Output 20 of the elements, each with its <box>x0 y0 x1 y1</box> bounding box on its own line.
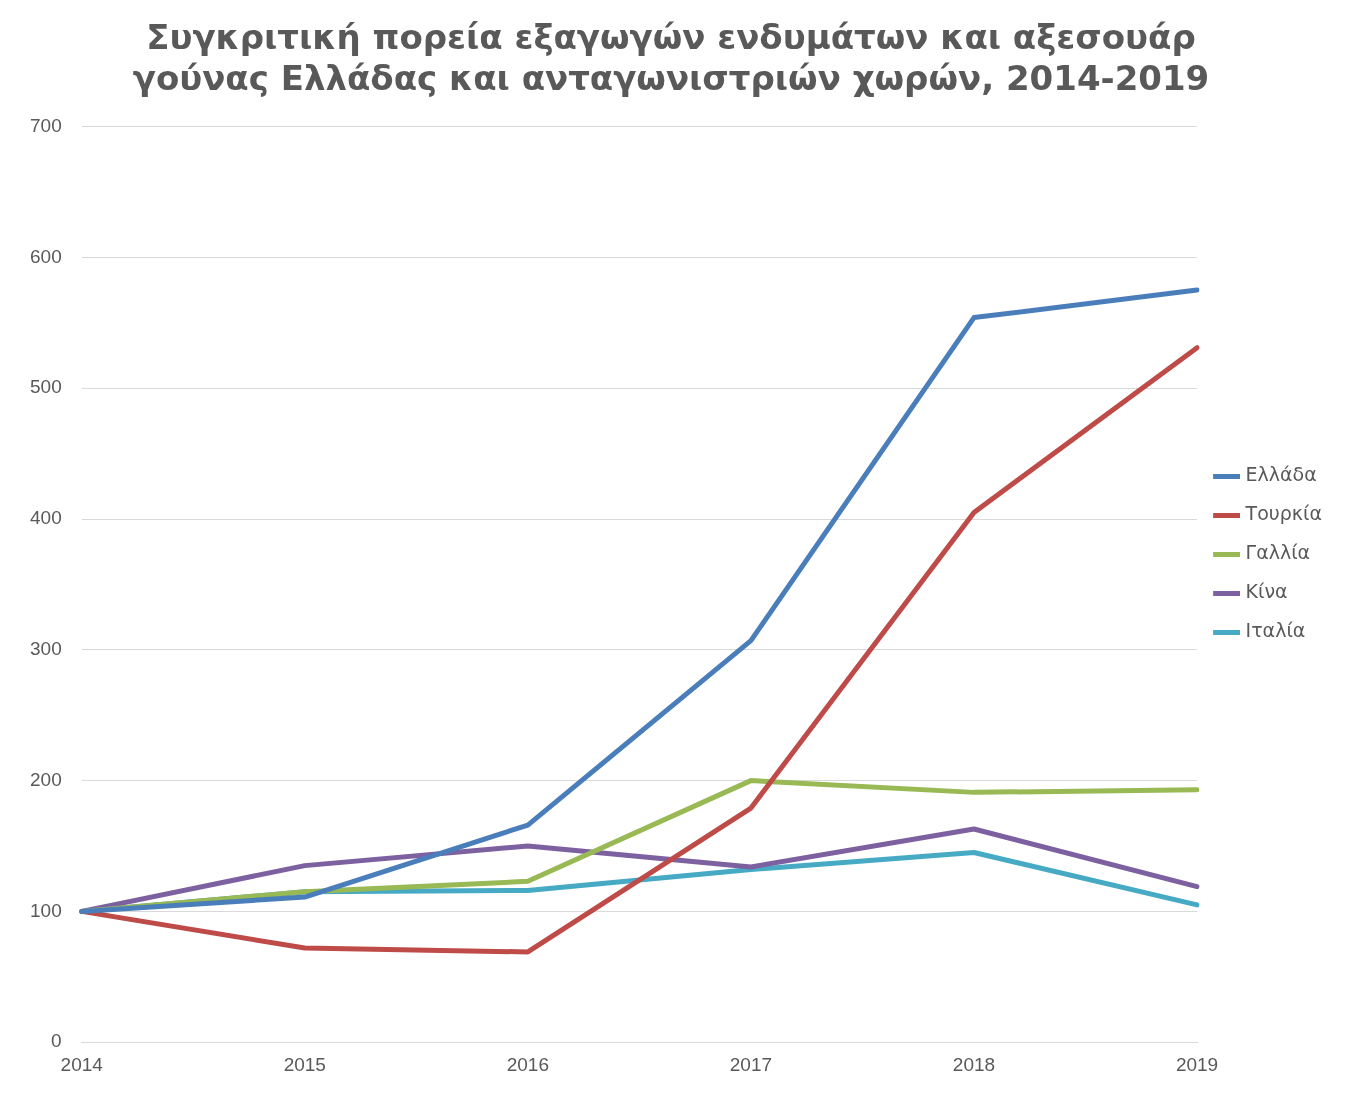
legend-label: Κίνα <box>1245 580 1288 603</box>
y-tick-label: 200 <box>30 768 62 790</box>
x-tick-label: 2019 <box>1175 1053 1219 1075</box>
x-tick-label: 2016 <box>506 1053 549 1075</box>
y-tick-label: 100 <box>30 899 62 921</box>
y-tick-label: 0 <box>51 1030 62 1052</box>
legend-label: Γαλλία <box>1245 541 1311 564</box>
y-tick-label: 600 <box>30 245 62 267</box>
y-tick-label: 400 <box>30 507 62 529</box>
legend-label: Ιταλία <box>1245 619 1306 642</box>
y-tick-label: 300 <box>30 638 62 660</box>
x-tick-label: 2014 <box>60 1053 104 1075</box>
x-tick-label: 2018 <box>952 1053 996 1075</box>
chart-title: Συγκριτική πορεία εξαγωγών ενδυμάτων και αξεσουάρ γούνας Ελλάδας και ανταγωνιστριών χωρών, 2014-2019 <box>132 17 1210 99</box>
legend-label: Τουρκία <box>1244 502 1322 525</box>
x-tick-label: 2015 <box>283 1053 326 1075</box>
x-tick-label: 2017 <box>729 1053 773 1075</box>
y-tick-label: 500 <box>30 376 62 398</box>
legend-label: Ελλάδα <box>1245 463 1317 486</box>
y-tick-label: 700 <box>30 114 62 136</box>
